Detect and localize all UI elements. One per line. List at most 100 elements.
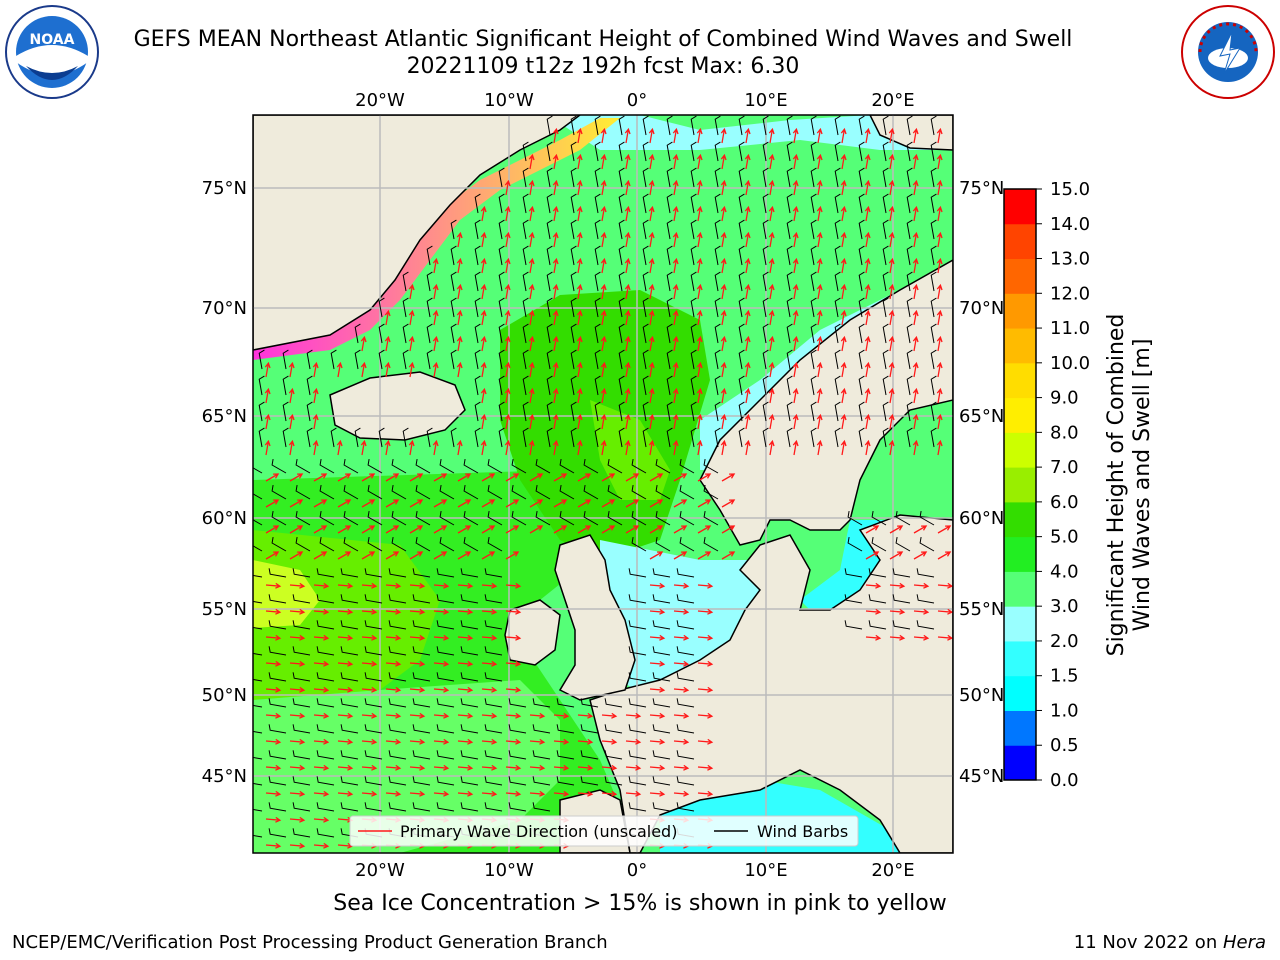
wave-arrow [768, 205, 775, 222]
wave-arrow [384, 309, 391, 326]
wind-barb [666, 271, 673, 292]
wave-arrow [505, 608, 522, 615]
wind-barb [522, 427, 529, 448]
wave-arrow [313, 712, 330, 719]
wave-arrow [888, 387, 895, 404]
colorbar-tick-label: 12.0 [1050, 283, 1090, 304]
wind-barb [306, 375, 313, 396]
wind-barb [340, 724, 359, 734]
wind-barb [474, 219, 481, 240]
wind-barb [844, 620, 863, 630]
wind-barb [391, 537, 407, 552]
wave-arrow [504, 231, 511, 248]
lon-label-top: 20°W [355, 90, 405, 111]
wave-arrow [720, 153, 727, 170]
wave-arrow [864, 257, 871, 274]
wave-arrow [577, 764, 594, 771]
wind-barb [508, 724, 527, 734]
wave-arrow [672, 309, 679, 326]
wave-arrow [289, 582, 306, 589]
wind-barb [546, 271, 553, 292]
wind-barb [676, 568, 695, 578]
wind-barb [666, 401, 673, 422]
wave-arrow [577, 790, 594, 797]
wind-barb [762, 271, 769, 292]
wind-barb [498, 427, 505, 448]
wind-barb [364, 750, 383, 760]
colorbar-tick-label: 4.0 [1050, 561, 1079, 582]
wave-arrow [840, 309, 847, 326]
wind-barb [594, 193, 601, 214]
wave-arrow [360, 439, 367, 456]
wave-arrow [552, 127, 559, 144]
wave-arrow [528, 361, 535, 378]
wind-barb [892, 568, 911, 578]
wind-barb [906, 401, 913, 422]
wave-arrow [409, 660, 426, 667]
map-legend: Primary Wave Direction (unscaled) Wind B… [349, 815, 859, 847]
wind-barb [402, 297, 409, 318]
colorbar-tick-label: 2.0 [1050, 631, 1079, 652]
wave-arrow [313, 582, 330, 589]
wind-barb [786, 297, 793, 318]
wave-arrow [913, 634, 930, 641]
wind-barb [271, 459, 287, 474]
wave-arrow [600, 309, 607, 326]
wave-arrow [673, 790, 690, 797]
wave-arrow [768, 153, 775, 170]
wind-barb [474, 245, 481, 266]
wave-arrow [552, 361, 559, 378]
greenland [253, 115, 582, 351]
wave-arrow [577, 499, 592, 508]
wave-arrow [409, 608, 426, 615]
lat-label-left: 75°N [202, 178, 247, 199]
wave-arrow [576, 413, 583, 430]
wave-arrow [385, 660, 402, 667]
wave-arrow [624, 205, 631, 222]
ireland [504, 599, 561, 666]
wave-arrow [721, 499, 736, 508]
wind-barb [594, 219, 601, 240]
wave-arrow [409, 764, 426, 771]
wind-barb [330, 349, 337, 370]
wind-barb [690, 375, 697, 396]
wind-barb [868, 620, 887, 630]
noaa-logo-text: NOAA [30, 32, 75, 48]
wave-arrow [649, 634, 666, 641]
wave-arrow [864, 127, 871, 144]
wind-barb [450, 427, 457, 448]
wave-arrow [888, 413, 895, 430]
wind-barb [450, 349, 457, 370]
wind-barb [738, 193, 745, 214]
wind-barb [316, 828, 335, 838]
wind-barb [594, 401, 601, 422]
wind-barb [253, 704, 263, 708]
wind-barb [367, 511, 383, 526]
wind-barb [906, 323, 913, 344]
wave-arrow [840, 361, 847, 378]
wind-barb [679, 537, 695, 552]
wave-arrow [553, 738, 570, 745]
wind-barb [412, 646, 431, 656]
wave-arrow [673, 738, 690, 745]
wind-barb [666, 193, 673, 214]
colorbar-tick-label: 6.0 [1050, 492, 1079, 513]
wind-barb [522, 297, 529, 318]
wind-barb [316, 594, 335, 604]
wave-arrow [552, 257, 559, 274]
wind-barb [714, 427, 721, 448]
wind-barb [714, 271, 721, 292]
wave-arrow [721, 473, 736, 482]
wave-arrow [480, 231, 487, 248]
wave-arrow [697, 660, 714, 667]
wave-arrow [672, 127, 679, 144]
wind-barb [703, 537, 719, 552]
lon-label-bottom: 0° [627, 860, 647, 881]
wind-barb [391, 511, 407, 526]
wind-barb [570, 401, 577, 422]
wave-arrow [337, 764, 354, 771]
wind-barb [690, 323, 697, 344]
wind-barb [714, 323, 721, 344]
wave-arrow [864, 153, 871, 170]
wind-barb [412, 802, 431, 812]
